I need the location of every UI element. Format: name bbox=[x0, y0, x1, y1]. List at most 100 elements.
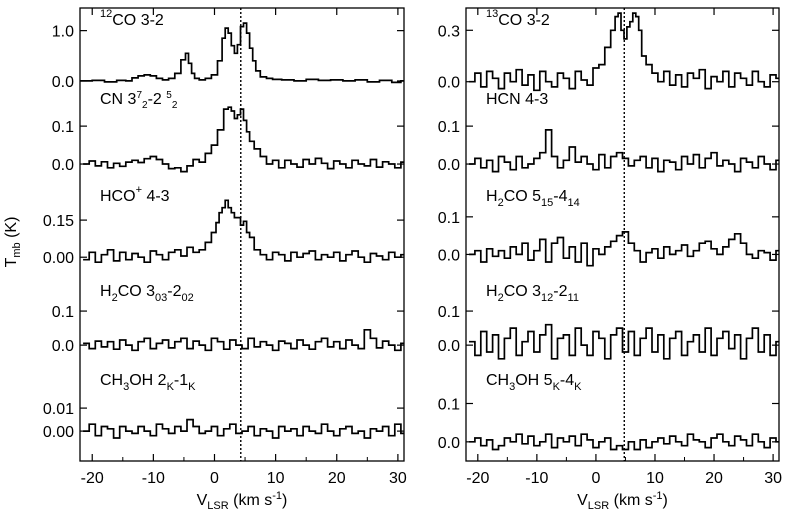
spectrum-line bbox=[469, 12, 779, 92]
y-tick-label: 0.1 bbox=[52, 119, 74, 136]
x-axis-label-part: (km s bbox=[609, 492, 653, 509]
y-tick-label: 0.1 bbox=[52, 304, 74, 321]
plot-frame-left bbox=[79, 7, 405, 462]
x-axis-label-part: V bbox=[197, 492, 208, 509]
spectrum-line bbox=[83, 199, 404, 264]
spectrum-label-part: 7 bbox=[136, 90, 142, 101]
y-axis-label-unit: (K) bbox=[3, 217, 20, 243]
spectrum-label-part: 11 bbox=[568, 292, 579, 304]
y-tick-label: 0.1 bbox=[438, 119, 460, 136]
spectrum-label: H2CO 515-414 bbox=[486, 188, 580, 209]
x-axis-label-part: (km s bbox=[229, 492, 273, 509]
x-tick-label: 30 bbox=[764, 470, 782, 487]
spectrum-label-part: K bbox=[574, 381, 582, 393]
spectrum-label-part: H bbox=[100, 283, 112, 300]
spectrum-label-part: -2 bbox=[553, 283, 567, 300]
spectrum-label-part: H bbox=[486, 188, 498, 205]
x-tick-label: 20 bbox=[328, 470, 346, 487]
spectrum-label-part: -1 bbox=[174, 372, 188, 389]
spectrum-label-part: CH bbox=[100, 372, 123, 389]
x-tick-label: -20 bbox=[81, 470, 104, 487]
spectrum-label-part: -2 bbox=[148, 91, 167, 108]
spectrum-label-part: 15 bbox=[541, 197, 553, 209]
x-tick-label: -10 bbox=[142, 470, 165, 487]
spectrum-label-part: HCO bbox=[100, 188, 136, 205]
spectrum-line bbox=[80, 22, 404, 84]
y-tick-label: 0.0 bbox=[438, 338, 460, 355]
spectrum-line bbox=[83, 328, 404, 352]
x-tick-label: -10 bbox=[525, 470, 548, 487]
spectrum-line bbox=[469, 433, 779, 451]
x-tick-label: 0 bbox=[210, 470, 219, 487]
y-tick-label: 0.3 bbox=[438, 23, 460, 40]
spectrum-label-part: 14 bbox=[568, 197, 580, 209]
spectrum-label-part: CO 3-2 bbox=[498, 12, 550, 29]
x-axis-label-part: ) bbox=[282, 492, 287, 509]
y-tick-label: 0.0 bbox=[438, 157, 460, 174]
spectrum-label: H2CO 303-202 bbox=[100, 283, 194, 304]
plot-frame-right bbox=[465, 7, 780, 462]
x-axis-label-right: VLSR (km s-1) bbox=[577, 490, 668, 512]
spectrum-label-part: CN 3 bbox=[100, 91, 137, 108]
spectrum-line bbox=[83, 106, 404, 173]
y-tick-label: 0.15 bbox=[43, 213, 74, 230]
spectrum-label-part: -2 bbox=[167, 283, 181, 300]
spectrum-label-part: OH 2 bbox=[129, 372, 166, 389]
spectrum-label-part: K bbox=[553, 381, 561, 393]
spectrum-label-part: 3 bbox=[509, 381, 515, 393]
spectrum-label-part: OH 5 bbox=[515, 372, 552, 389]
y-tick-label: 0.01 bbox=[43, 401, 74, 418]
y-tick-label: 0.0 bbox=[438, 75, 460, 92]
y-tick-label: 0.0 bbox=[52, 157, 74, 174]
spectrum-line bbox=[83, 418, 404, 439]
spectrum-label-part: 2 bbox=[142, 100, 148, 111]
x-axis-label-part: V bbox=[577, 492, 588, 509]
x-axis-label-part: ) bbox=[663, 492, 668, 509]
y-tick-label: 0.0 bbox=[438, 435, 460, 452]
x-tick-label: 10 bbox=[267, 470, 285, 487]
spectrum-label-part: CH bbox=[486, 372, 509, 389]
spectrum-line bbox=[469, 129, 779, 173]
y-tick-label: 0.1 bbox=[438, 397, 460, 414]
y-tick-label: 0.0 bbox=[52, 74, 74, 91]
spectrum-label-part: 2 bbox=[112, 292, 118, 304]
spectrum-label-part: 12 bbox=[100, 8, 112, 20]
x-axis-label-left: VLSR (km s-1) bbox=[197, 490, 288, 512]
spectrum-label-part: K bbox=[167, 381, 175, 393]
spectrum-label-part: 3 bbox=[123, 381, 129, 393]
spectrum-label-part: 13 bbox=[486, 8, 498, 20]
x-axis-label-part: -1 bbox=[653, 490, 663, 502]
spectrum-label-part: H bbox=[486, 283, 498, 300]
spectrum-label-part: 5 bbox=[166, 90, 172, 101]
y-axis-label: Tmb (K) bbox=[3, 217, 23, 268]
y-tick-label: 0.00 bbox=[43, 250, 74, 267]
x-tick-label: 10 bbox=[646, 470, 664, 487]
x-tick-label: 20 bbox=[705, 470, 723, 487]
spectrum-label-part: 2 bbox=[498, 197, 504, 209]
y-tick-label: 0.1 bbox=[438, 210, 460, 227]
spectrum-label-part: CO 3-2 bbox=[112, 12, 164, 29]
spectrum-label-part: 2 bbox=[172, 100, 178, 111]
spectrum-line bbox=[469, 323, 779, 360]
x-axis-label-part: LSR bbox=[207, 500, 228, 512]
spectrum-label-part: 2 bbox=[498, 292, 504, 304]
spectrum-label-part: CO 3 bbox=[504, 283, 541, 300]
spectrum-label-part: -4 bbox=[560, 372, 574, 389]
y-axis-label-sub: mb bbox=[11, 242, 23, 257]
y-tick-label: 0.0 bbox=[52, 338, 74, 355]
spectrum-label: 13CO 3-2 bbox=[486, 8, 550, 29]
spectrum-label: HCO+ 4-3 bbox=[100, 184, 170, 205]
spectrum-label: CH3OH 5K-4K bbox=[486, 372, 582, 393]
spectrum-label-part: 12 bbox=[541, 292, 553, 304]
spectrum-label: HCN 4-3 bbox=[486, 91, 548, 108]
x-tick-label: -20 bbox=[466, 470, 489, 487]
y-tick-label: 0.00 bbox=[43, 424, 74, 441]
spectrum-label-part: 03 bbox=[155, 292, 167, 304]
spectrum-label-part: 02 bbox=[182, 292, 194, 304]
spectrum-label: CH3OH 2K-1K bbox=[100, 372, 196, 393]
spectrum-label-part: CO 5 bbox=[504, 188, 541, 205]
x-tick-label: 30 bbox=[389, 470, 407, 487]
